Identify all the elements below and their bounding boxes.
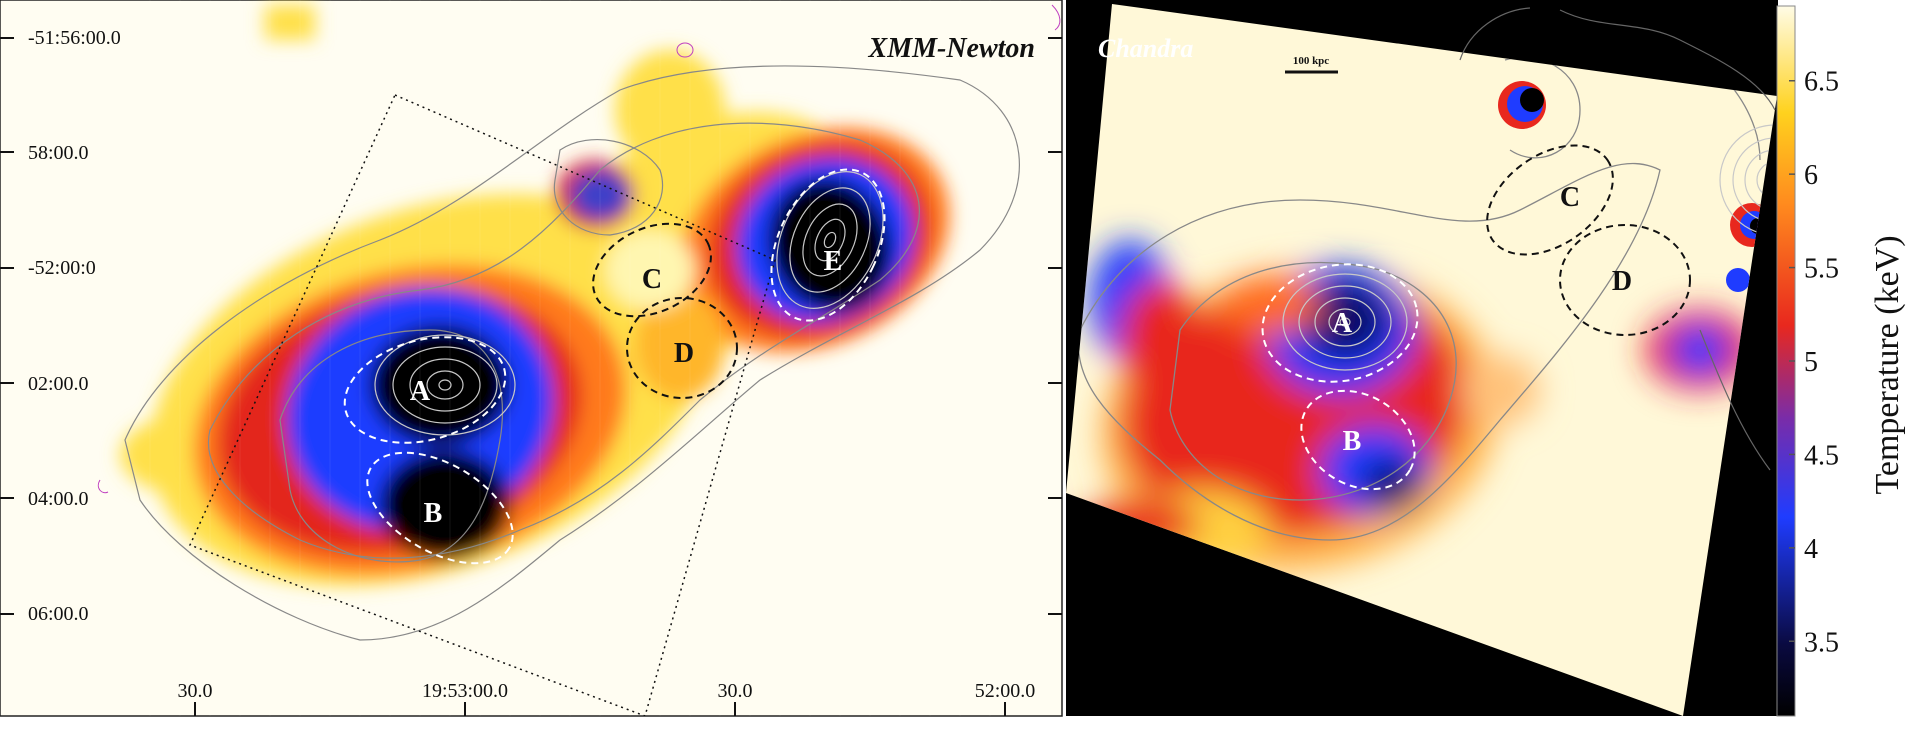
- xmm-region-label-c: C: [642, 264, 662, 295]
- chandra-region-label-a: A: [1332, 308, 1353, 339]
- chandra-region-label-c: C: [1560, 182, 1580, 213]
- ra-label-2: 30.0: [718, 680, 753, 702]
- xmm-region-a-ellipse: [343, 336, 507, 444]
- chandra-panel-title: Chandra: [1098, 34, 1193, 63]
- ra-label-1: 19:53:00.0: [422, 680, 508, 702]
- chandra-inner-contours-a: [1282, 273, 1408, 371]
- xmm-region-d-ellipse: [626, 297, 738, 399]
- chandra-region-a-ellipse: [1261, 263, 1419, 383]
- xmm-contours: [124, 65, 1020, 641]
- dec-label-3: 02:00.0: [28, 373, 89, 395]
- chandra-regions: [1261, 144, 1691, 491]
- dec-label-1: 58:00.0: [28, 142, 89, 164]
- chandra-region-b-ellipse: [1300, 389, 1416, 491]
- colorbar-tick-label: 5: [1804, 347, 1818, 378]
- xmm-axis-ticks: [0, 37, 1062, 716]
- xmm-panel: A B C D E XMM-Newton -51:56:00.0 58:00.0…: [0, 0, 1063, 717]
- colorbar-tick-label: 3.5: [1804, 627, 1839, 658]
- scale-bar: 100 kpc: [1285, 55, 1338, 74]
- chandra-region-label-d: D: [1612, 266, 1632, 297]
- dec-label-5: 06:00.0: [28, 603, 89, 625]
- xmm-region-e-ellipse: [770, 168, 886, 322]
- xmm-region-label-b: B: [424, 498, 443, 529]
- xmm-regions: [343, 168, 886, 565]
- colorbar-title: Temperature (keV): [1869, 235, 1906, 494]
- colorbar-tick-label: 5.5: [1804, 254, 1839, 285]
- xmm-temperature-map: [97, 0, 1061, 716]
- xmm-region-label-e: E: [824, 246, 843, 277]
- colorbar-tick-label: 6: [1804, 160, 1818, 191]
- chandra-region-label-b: B: [1343, 426, 1362, 457]
- ra-label-3: 52:00.0: [975, 680, 1036, 702]
- xmm-region-label-a: A: [410, 376, 431, 407]
- ra-label-0: 30.0: [178, 680, 213, 702]
- colorbar-tick-label: 6.5: [1804, 67, 1839, 98]
- dec-label-2: -52:00:0: [28, 257, 96, 279]
- chandra-fov-outline: [188, 94, 776, 716]
- xmm-inner-contours-e: [776, 171, 884, 309]
- chandra-outer-contours: [1459, 7, 1776, 471]
- dec-label-0: -51:56:00.0: [28, 27, 121, 49]
- xmm-region-c-ellipse: [592, 222, 712, 318]
- chandra-region-c-ellipse: [1486, 144, 1614, 256]
- colorbar-tick-label: 4.5: [1804, 440, 1839, 471]
- xmm-inner-contours-a: [374, 334, 516, 436]
- xmm-region-b-ellipse: [366, 451, 514, 565]
- scale-bar-label: 100 kpc: [1293, 55, 1329, 67]
- xmm-dec-axis-labels: -51:56:00.0 58:00.0 -52:00:0 02:00.0 04:…: [28, 27, 121, 625]
- xmm-region-labels: A B C D E: [410, 246, 842, 529]
- colorbar-tick-label: 4: [1804, 534, 1818, 565]
- dec-label-4: 04:00.0: [28, 488, 89, 510]
- xmm-region-label-d: D: [674, 338, 694, 369]
- chandra-region-d-ellipse: [1559, 224, 1691, 336]
- xmm-panel-title: XMM-Newton: [868, 33, 1035, 64]
- xmm-ra-axis-labels: 30.0 19:53:00.0 30.0 52:00.0: [178, 680, 1036, 702]
- colorbar: 6.5 6 5.5 5 4.5 4 3.5 Temperature (keV): [1776, 5, 1906, 717]
- xmm-magenta-contours: [97, 4, 1061, 494]
- chandra-panel: A B C D Chandra 100 kpc: [1066, 0, 1778, 716]
- chandra-region-labels: A B C D: [1332, 182, 1632, 457]
- colorbar-ticks: 6.5 6 5.5 5 4.5 4 3.5: [1789, 67, 1839, 658]
